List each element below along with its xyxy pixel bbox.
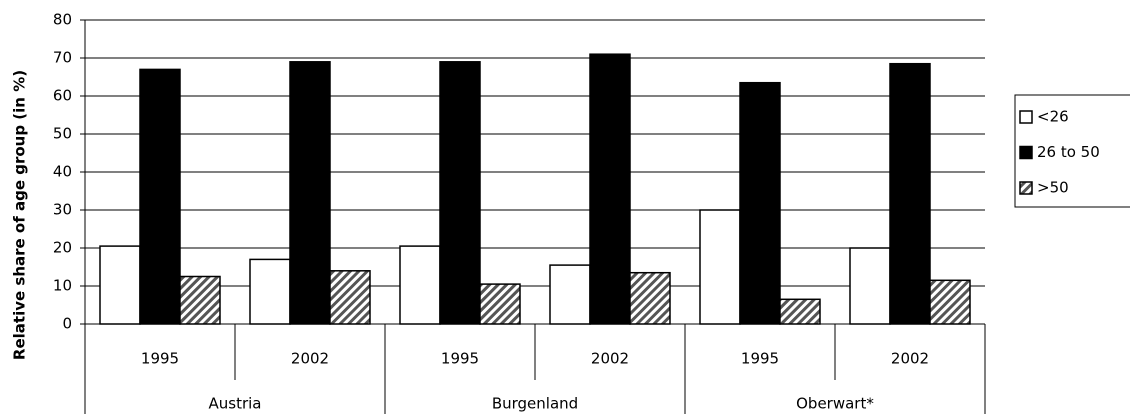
- bar: [399, 245, 441, 325]
- legend-label: 26 to 50: [1037, 143, 1100, 161]
- legend-swatch: [1019, 181, 1033, 195]
- bar: [289, 61, 331, 325]
- bar: [139, 68, 181, 325]
- bar: [329, 270, 371, 325]
- bar: [179, 275, 221, 325]
- x-tick-label: 2002: [291, 350, 329, 368]
- y-tick-label: 50: [53, 125, 72, 143]
- bar: [249, 258, 291, 325]
- bar: [479, 283, 521, 325]
- legend-label: >50: [1037, 179, 1069, 197]
- x-tick-label: 2002: [891, 350, 929, 368]
- x-tick-label: 1995: [741, 350, 779, 368]
- bar: [439, 61, 481, 325]
- group-label: Burgenland: [492, 395, 578, 413]
- bar: [779, 298, 821, 325]
- x-tick-label: 2002: [591, 350, 629, 368]
- legend-box: [1014, 94, 1130, 208]
- bar: [99, 245, 141, 325]
- y-axis-title: Relative share of age group (in %): [11, 70, 29, 360]
- group-label: Oberwart*: [796, 395, 874, 413]
- legend-swatch: [1019, 145, 1033, 160]
- y-tick-label: 0: [62, 315, 72, 333]
- bar: [849, 247, 891, 325]
- bar: [629, 271, 671, 325]
- group-label: Austria: [209, 395, 262, 413]
- bar: [589, 53, 631, 325]
- x-tick-label: 1995: [441, 350, 479, 368]
- y-tick-label: 30: [53, 201, 72, 219]
- bar: [699, 209, 741, 325]
- legend-label: <26: [1037, 108, 1069, 126]
- y-tick-label: 10: [53, 277, 72, 295]
- bar: [739, 81, 781, 325]
- legend-swatch: [1019, 110, 1033, 124]
- y-tick-label: 40: [53, 163, 72, 181]
- y-tick-label: 70: [53, 49, 72, 67]
- bar: [889, 62, 931, 325]
- x-tick-label: 1995: [141, 350, 179, 368]
- bar: [929, 279, 971, 325]
- bar: [549, 264, 591, 325]
- y-tick-label: 80: [53, 11, 72, 29]
- y-tick-label: 60: [53, 87, 72, 105]
- y-tick-label: 20: [53, 239, 72, 257]
